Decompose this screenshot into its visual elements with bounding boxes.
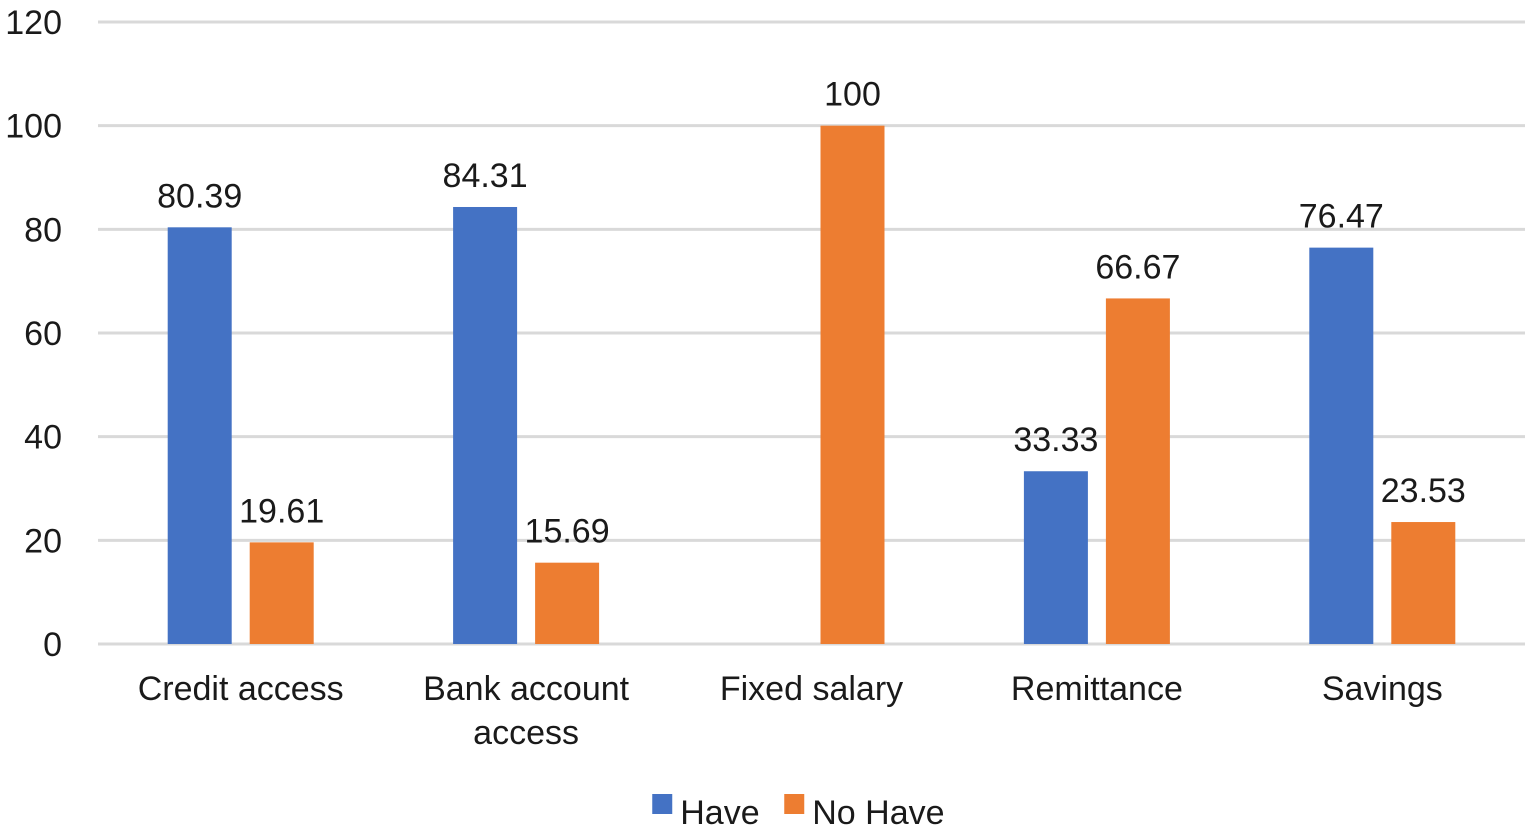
legend: Have No Have bbox=[652, 794, 945, 832]
data-label-no-have-1: 15.69 bbox=[525, 513, 610, 551]
y-tick-label-60: 60 bbox=[24, 315, 62, 353]
bar-no-have-1 bbox=[535, 562, 600, 644]
bar-no-have-0 bbox=[249, 542, 314, 644]
data-label-have-4: 76.47 bbox=[1299, 198, 1384, 236]
data-label-no-have-0: 19.61 bbox=[239, 492, 324, 530]
y-tick-label-120: 120 bbox=[5, 4, 62, 42]
data-label-no-have-3: 66.67 bbox=[1095, 248, 1180, 286]
legend-label-no-have: No Have bbox=[812, 794, 944, 832]
data-label-have-0: 80.39 bbox=[157, 177, 242, 215]
legend-swatch-no-have bbox=[784, 794, 805, 814]
x-category-label-3: Remittance bbox=[1011, 670, 1183, 708]
bar-have-4 bbox=[1309, 247, 1374, 644]
x-category-label-1: Bank account access bbox=[423, 670, 630, 752]
bar-no-have-4 bbox=[1391, 522, 1456, 644]
data-labels: 80.39 19.61 84.31 15.69 100 33.33 66.67 76.47 23… bbox=[157, 76, 1466, 551]
y-tick-label-20: 20 bbox=[24, 522, 62, 560]
data-label-no-have-4: 23.53 bbox=[1381, 472, 1466, 510]
data-label-have-3: 33.33 bbox=[1013, 421, 1098, 459]
x-axis-categories: Credit access Bank account access Fixed sal… bbox=[138, 670, 1443, 752]
bars bbox=[167, 125, 1456, 644]
legend-swatch-have bbox=[652, 794, 673, 814]
y-tick-label-100: 100 bbox=[5, 108, 62, 146]
bar-have-1 bbox=[453, 206, 518, 644]
bar-have-0 bbox=[167, 227, 232, 644]
y-tick-label-80: 80 bbox=[24, 211, 62, 249]
data-label-have-1: 84.31 bbox=[443, 157, 528, 195]
bar-have-3 bbox=[1023, 471, 1088, 644]
legend-label-have: Have bbox=[680, 794, 759, 832]
bar-no-have-2 bbox=[820, 125, 885, 644]
x-category-label-4: Savings bbox=[1322, 670, 1443, 708]
y-tick-label-40: 40 bbox=[24, 419, 62, 457]
gridlines bbox=[98, 20, 1525, 646]
x-category-label-0: Credit access bbox=[138, 670, 344, 708]
y-axis-ticks: 0 20 40 60 80 100 120 bbox=[5, 4, 62, 664]
bar-no-have-3 bbox=[1105, 298, 1170, 644]
data-label-no-have-2: 100 bbox=[824, 76, 881, 114]
x-category-label-2: Fixed salary bbox=[720, 670, 903, 708]
y-tick-label-0: 0 bbox=[43, 626, 62, 664]
